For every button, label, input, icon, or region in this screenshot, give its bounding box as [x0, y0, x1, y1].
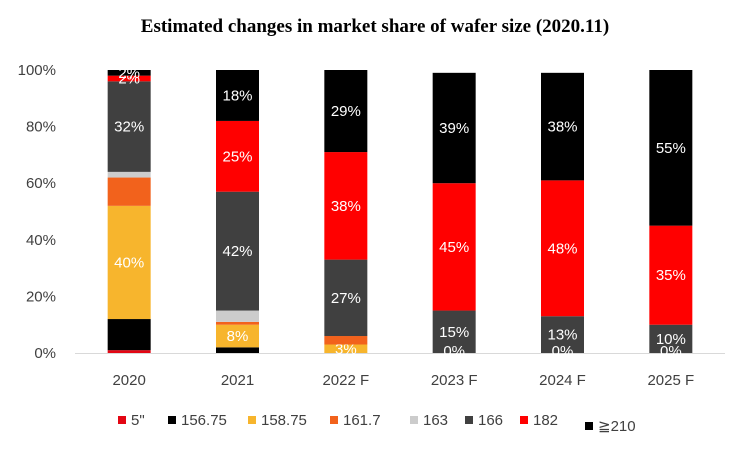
legend-label: 182: [533, 411, 559, 429]
bar-segment: [649, 324, 693, 353]
data-label: 10%: [656, 331, 686, 348]
legend-swatch: [248, 416, 256, 424]
data-label: 38%: [547, 119, 577, 136]
bar-segment: [216, 310, 259, 322]
legend-item: 161.7: [330, 408, 381, 432]
data-label: 55%: [656, 140, 686, 157]
bar-segment: [324, 336, 368, 345]
legend-swatch: [330, 416, 338, 424]
legend-label: 166: [478, 411, 504, 429]
legend-item: 156.75: [168, 408, 227, 432]
x-tick-label: 2021: [221, 372, 254, 389]
x-tick-label: 2023 F: [431, 372, 478, 389]
legend-swatch: [168, 416, 176, 424]
bar-segment: [107, 319, 151, 351]
bar-segment: [541, 72, 584, 181]
data-label: 0%: [552, 343, 574, 360]
data-label: 45%: [439, 239, 469, 256]
y-tick-label: 80%: [26, 119, 56, 136]
data-label: 48%: [547, 240, 577, 257]
legend-item: 158.75: [248, 408, 307, 432]
bar-segment: [107, 350, 151, 353]
legend-swatch: [118, 416, 126, 424]
bar-segment: [216, 347, 259, 353]
bar-segment: [324, 344, 368, 353]
bar-segment: [107, 205, 151, 320]
bar-segment: [649, 225, 693, 325]
y-tick-label: 100%: [18, 62, 56, 79]
bar-segment: [107, 70, 151, 76]
data-label: 38%: [331, 198, 361, 215]
data-label: 39%: [439, 120, 469, 137]
legend-item: ≧210: [585, 414, 636, 438]
bar-segment: [432, 72, 476, 184]
bar-segment: [107, 81, 151, 172]
chart-plot: 0%20%40%60%80%100%40%32%2%2%20208%42%25%…: [18, 62, 725, 389]
data-label: 42%: [222, 243, 252, 260]
data-label: 40%: [114, 254, 144, 271]
legend-label: 5": [131, 411, 145, 429]
data-label: 13%: [547, 327, 577, 344]
legend-label: ≧210: [598, 418, 636, 435]
bar-segment: [541, 180, 584, 317]
legend-item: 182: [520, 408, 558, 432]
data-label: 0%: [443, 343, 465, 360]
bar-segment: [324, 259, 368, 337]
data-label: 29%: [331, 103, 361, 120]
bar-segment: [107, 171, 151, 178]
bar-segment: [216, 120, 259, 192]
data-label: 8%: [227, 328, 249, 345]
legend-item: 163: [410, 408, 448, 432]
data-label: 27%: [331, 290, 361, 307]
legend-label: 156.75: [181, 411, 227, 429]
data-label: 2%: [118, 65, 140, 82]
bar-segment: [216, 191, 259, 311]
legend-item: 166: [465, 408, 503, 432]
legend: 5" 156.75 158.75 161.7 163 166 182 ≧210: [0, 408, 750, 438]
data-label: 0%: [660, 343, 682, 360]
bar-segment: [432, 310, 476, 353]
y-tick-label: 40%: [26, 232, 56, 249]
y-tick-label: 0%: [34, 345, 56, 362]
bar-segment: [216, 321, 259, 325]
data-label: 25%: [222, 148, 252, 165]
data-label: 18%: [222, 87, 252, 104]
bar-segment: [649, 70, 693, 226]
legend-swatch: [410, 416, 418, 424]
x-tick-label: 2025 F: [647, 372, 694, 389]
chart-title: Estimated changes in market share of waf…: [140, 16, 610, 37]
y-tick-label: 60%: [26, 175, 56, 192]
bar-segment: [216, 324, 259, 348]
x-tick-label: 2020: [112, 372, 145, 389]
legend-label: 161.7: [343, 411, 381, 429]
x-tick-label: 2024 F: [539, 372, 586, 389]
legend-item: 5": [118, 408, 145, 432]
legend-swatch: [520, 416, 528, 424]
legend-label: 158.75: [261, 411, 307, 429]
bar-segment: [324, 152, 368, 260]
legend-label: 163: [423, 411, 449, 429]
bar-segment: [541, 316, 584, 353]
y-tick-label: 20%: [26, 288, 56, 305]
bar-segment: [107, 75, 151, 82]
bar-segment: [324, 70, 368, 153]
data-label: 35%: [656, 267, 686, 284]
legend-swatch: [465, 416, 473, 424]
legend-swatch: [585, 422, 593, 430]
data-label: 32%: [114, 119, 144, 136]
bar-segment: [107, 177, 151, 206]
data-label: 15%: [439, 324, 469, 341]
x-tick-label: 2022 F: [322, 372, 369, 389]
bar-segment: [432, 183, 476, 311]
data-label: 3%: [335, 341, 357, 358]
bar-segment: [216, 70, 259, 121]
